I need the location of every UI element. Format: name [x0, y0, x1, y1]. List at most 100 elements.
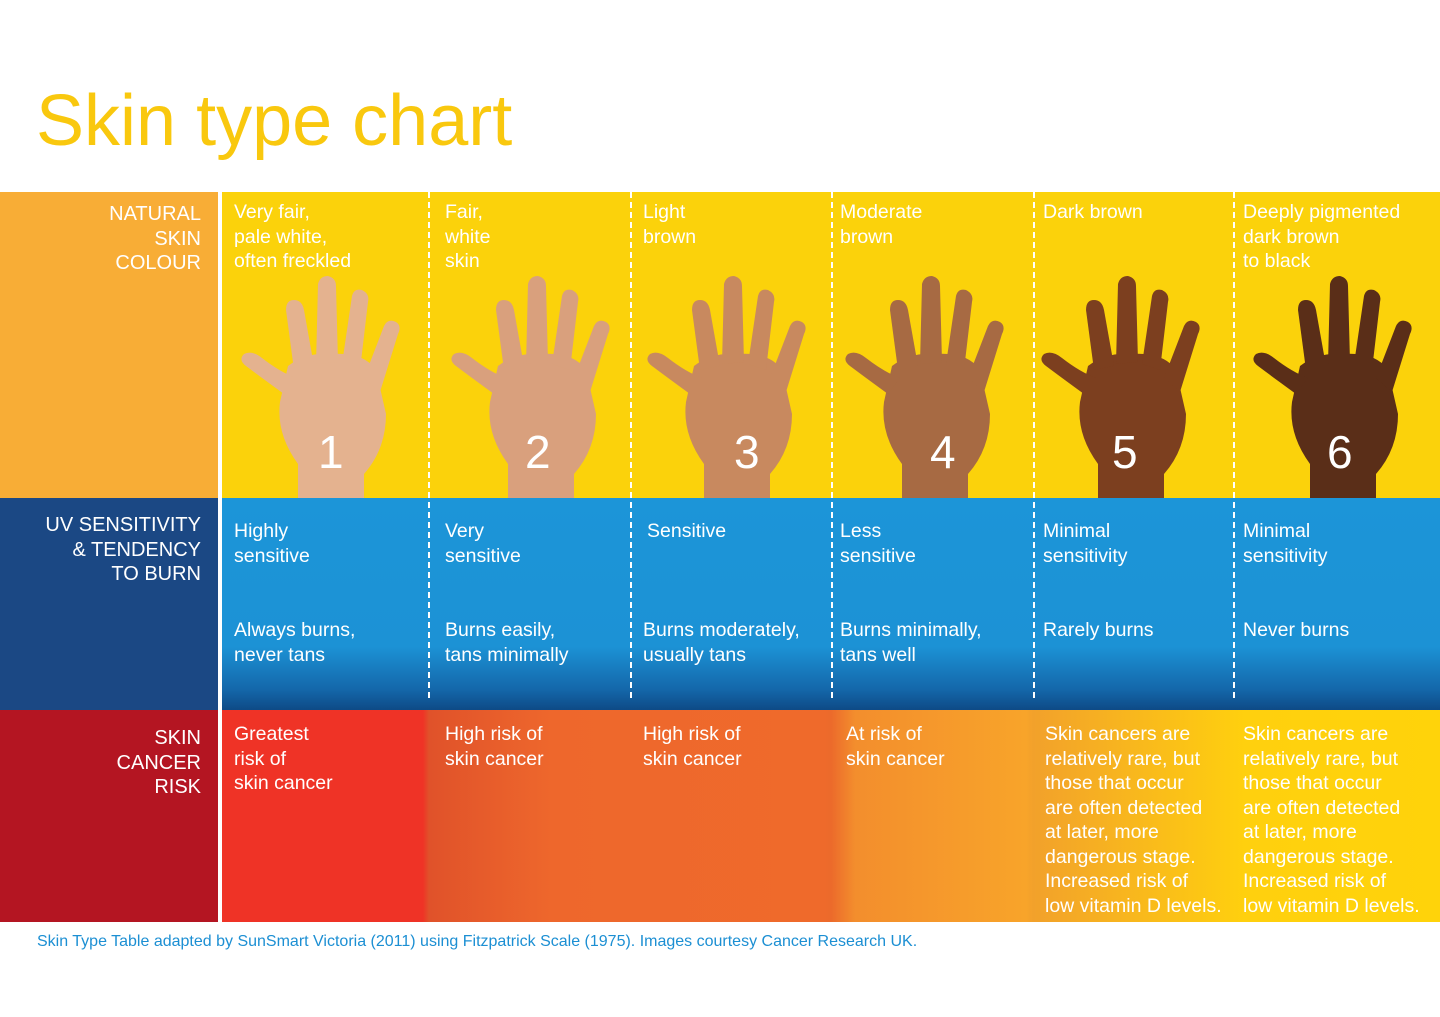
skin-type-number: 3: [734, 426, 760, 478]
skin-colour-text: skin: [445, 250, 480, 272]
hand-illustration: [1036, 274, 1226, 498]
column-divider: [428, 192, 430, 698]
cancer-risk-text: Greatest: [234, 723, 309, 745]
cancer-risk-text: relatively rare, but: [1243, 747, 1398, 770]
row-label-line: SKIN: [154, 727, 201, 749]
burn-tendency-text: Rarely burns: [1043, 619, 1154, 641]
skin-colour-text: Moderate: [840, 201, 923, 223]
burn-tendency-text: tans well: [840, 643, 916, 666]
cancer-risk-text: Skin cancers are: [1045, 723, 1191, 745]
cancer-risk-text: at later, more: [1045, 821, 1159, 843]
skin-type-number: 6: [1327, 426, 1353, 478]
cancer-risk-text: skin cancer: [234, 772, 333, 794]
skin-colour-text: to black: [1243, 250, 1311, 272]
hand-icon: [1041, 276, 1200, 498]
skin-colour-text: brown: [643, 225, 697, 248]
burn-tendency-text: Burns easily,: [445, 619, 556, 641]
skin-colour-text: white: [445, 225, 491, 248]
burn-tendency-text: tans minimally: [445, 643, 569, 666]
skin-colour-text: Dark brown: [1043, 201, 1143, 223]
skin-colour-text: pale white,: [234, 225, 328, 248]
burn-tendency-text: Always burns,: [234, 619, 356, 641]
sensitivity-text: sensitivity: [1043, 544, 1128, 567]
cancer-risk-text: are often detected: [1045, 796, 1203, 819]
cancer-risk-text: low vitamin D levels.: [1243, 894, 1420, 917]
skin-type-number: 5: [1112, 426, 1138, 478]
cancer-risk-text: Skin cancers are: [1243, 723, 1389, 745]
skin-colour-text: Light: [643, 201, 686, 223]
row-label-line: UV SENSITIVITY: [45, 514, 201, 536]
cancer-risk-text: dangerous stage.: [1045, 845, 1196, 868]
skin-colour-text: Fair,: [445, 201, 483, 223]
skin-colour-text: dark brown: [1243, 225, 1340, 248]
cancer-risk-text: Increased risk of: [1045, 870, 1189, 892]
skin-colour-text: Very fair,: [234, 201, 310, 223]
burn-tendency-text: Never burns: [1243, 619, 1350, 641]
cancer-risk-text: High risk of: [445, 723, 543, 745]
cancer-risk-text: High risk of: [643, 723, 741, 745]
cancer-risk-text: risk of: [234, 747, 287, 770]
skin-colour-text: brown: [840, 225, 894, 248]
skin-colour-text: Deeply pigmented: [1243, 201, 1401, 223]
cancer-risk-text: are often detected: [1243, 796, 1401, 819]
column-divider: [1233, 192, 1235, 698]
cancer-risk-text: at later, more: [1243, 821, 1357, 843]
sensitivity-text: Sensitive: [647, 520, 727, 542]
cancer-risk-text: low vitamin D levels.: [1045, 894, 1222, 917]
skin-type-number: 1: [318, 426, 344, 478]
row-label-skin-colour: NATURAL SKIN COLOUR: [0, 192, 218, 498]
hand-icon: [845, 276, 1004, 498]
hand-icon: [451, 276, 610, 498]
sensitivity-text: sensitive: [840, 544, 916, 567]
cancer-risk-band: [222, 710, 1440, 922]
skin-type-number: 2: [525, 426, 551, 478]
hand-illustration: [642, 274, 832, 498]
skin-type-table: NATURAL SKIN COLOUR UV SENSITIVITY & TEN…: [0, 192, 1440, 922]
row-label-line: SKIN: [154, 227, 201, 250]
sensitivity-text: Very: [445, 520, 485, 542]
sensitivity-text: sensitive: [445, 544, 521, 567]
row-label-skin-cancer-risk: SKIN CANCER RISK: [0, 710, 218, 922]
row-label-line: COLOUR: [115, 252, 201, 274]
burn-tendency-text: Burns moderately,: [643, 619, 800, 641]
hand-icon: [1253, 276, 1412, 498]
sensitivity-text: Minimal: [1243, 520, 1311, 542]
hand-illustration: [236, 274, 426, 498]
cancer-risk-text: those that occur: [1243, 772, 1382, 794]
cancer-risk-text: skin cancer: [846, 747, 945, 770]
cancer-risk-text: relatively rare, but: [1045, 747, 1200, 770]
sensitivity-text: sensitivity: [1243, 544, 1328, 567]
row-label-line: & TENDENCY: [72, 538, 201, 561]
sensitivity-text: Highly: [234, 520, 289, 542]
sensitivity-text: Minimal: [1043, 520, 1111, 542]
hand-illustration: [840, 274, 1030, 498]
chart-title: Skin type chart: [36, 81, 513, 161]
sensitivity-text: Less: [840, 520, 882, 542]
hand-illustration: [446, 274, 636, 498]
cancer-risk-text: skin cancer: [643, 747, 742, 770]
label-divider: [218, 192, 222, 922]
hand-illustration: [1248, 274, 1438, 498]
cancer-risk-text: those that occur: [1045, 772, 1184, 794]
row-label-uv-sensitivity: UV SENSITIVITY & TENDENCY TO BURN: [0, 498, 218, 710]
hand-icon: [241, 276, 400, 498]
hand-icon: [647, 276, 806, 498]
row-label-line: TO BURN: [111, 563, 201, 585]
cancer-risk-text: Increased risk of: [1243, 870, 1387, 892]
column-divider: [1033, 192, 1035, 698]
column-divider: [630, 192, 632, 698]
row-label-line: CANCER: [116, 751, 201, 774]
cancer-risk-text: skin cancer: [445, 747, 544, 770]
burn-tendency-text: Burns minimally,: [840, 619, 982, 641]
skin-colour-text: often freckled: [234, 250, 352, 272]
source-footnote: Skin Type Table adapted by SunSmart Vict…: [37, 933, 918, 950]
cancer-risk-text: At risk of: [846, 723, 922, 745]
row-label-line: NATURAL: [109, 203, 201, 225]
column-divider: [831, 192, 833, 698]
skin-type-number: 4: [930, 426, 956, 478]
row-label-line: RISK: [154, 776, 201, 798]
burn-tendency-text: never tans: [234, 643, 326, 666]
cancer-risk-text: dangerous stage.: [1243, 845, 1394, 868]
burn-tendency-text: usually tans: [643, 643, 746, 666]
sensitivity-text: sensitive: [234, 544, 310, 567]
